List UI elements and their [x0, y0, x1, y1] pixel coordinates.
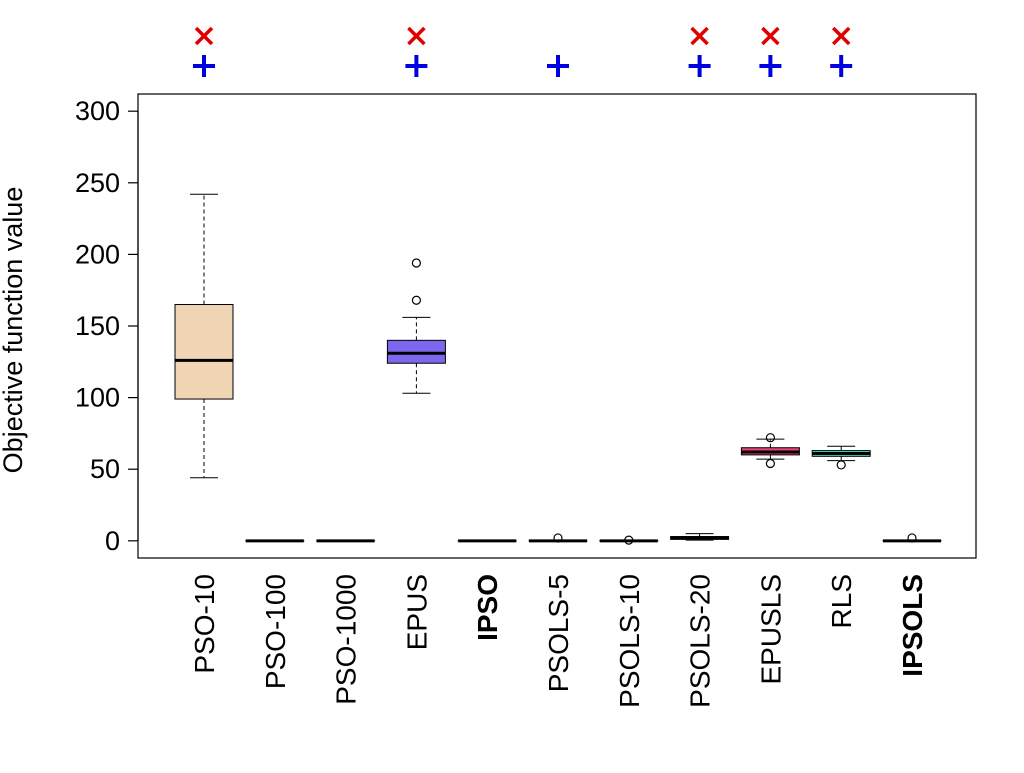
x-tick-label: RLS: [826, 574, 857, 628]
box-rls: [812, 446, 870, 469]
box-psols-10: [600, 536, 658, 544]
box-psols-20: [671, 534, 729, 540]
x-tick-label: EPUS: [401, 574, 432, 650]
x-tick-label: IPSO: [472, 574, 503, 641]
y-tick-label: 200: [75, 239, 120, 269]
box-series: [175, 194, 941, 544]
box-psols-5: [529, 534, 587, 542]
cross-marker: [408, 28, 424, 44]
plus-marker: [405, 55, 427, 77]
box-ipsols: [883, 534, 941, 542]
y-tick-label: 300: [75, 96, 120, 126]
outlier-point: [837, 461, 845, 469]
x-tick-label: PSO-100: [260, 574, 291, 689]
outlier-point: [412, 296, 420, 304]
y-tick-label: 50: [90, 454, 120, 484]
x-tick-label: PSOLS-5: [543, 574, 574, 692]
box-body: [175, 305, 233, 400]
outlier-point: [766, 459, 774, 467]
plot-frame: [138, 94, 976, 558]
y-tick-label: 100: [75, 383, 120, 413]
x-tick-label: PSOLS-10: [614, 574, 645, 708]
x-tick-label: PSOLS-20: [685, 574, 716, 708]
cross-marker: [762, 28, 778, 44]
y-tick-label: 0: [105, 526, 120, 556]
x-tick-label: PSO-1000: [331, 574, 362, 705]
y-tick-label: 150: [75, 311, 120, 341]
box-pso-10: [175, 194, 233, 478]
plus-marker: [193, 55, 215, 77]
plus-marker: [759, 55, 781, 77]
plus-marker: [547, 55, 569, 77]
significance-markers: [193, 28, 852, 77]
box-epus: [387, 259, 445, 393]
x-tick-label: PSO-10: [189, 574, 220, 674]
cross-marker: [196, 28, 212, 44]
y-axis-title: Objective function value: [0, 187, 28, 474]
plus-marker: [830, 55, 852, 77]
x-tick-label: EPUSLS: [755, 574, 786, 685]
y-axis: 0 50 100 150 200 250 300: [75, 96, 138, 556]
y-tick-label: 250: [75, 168, 120, 198]
cross-marker: [692, 28, 708, 44]
cross-marker: [833, 28, 849, 44]
outlier-point: [412, 259, 420, 267]
x-tick-label: IPSOLS: [897, 574, 928, 677]
plus-marker: [689, 55, 711, 77]
x-axis-labels: PSO-10 PSO-100 PSO-1000 EPUS IPSO PSOLS-5 PSOL…: [189, 574, 928, 708]
box-epusls: [741, 434, 799, 468]
